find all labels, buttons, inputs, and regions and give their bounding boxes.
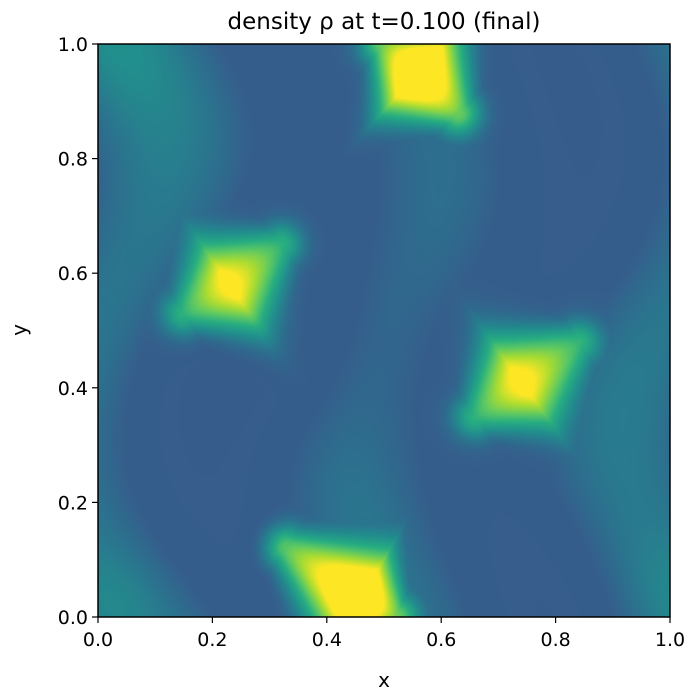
x-tick-label: 1.0: [655, 629, 685, 651]
x-axis: 0.0 0.2 0.4 0.6 0.8 1.0: [83, 617, 685, 651]
x-tick-label: 0.6: [426, 629, 456, 651]
x-tick-label: 0.4: [312, 629, 342, 651]
x-axis-label: x: [378, 668, 390, 692]
chart-title: density ρ at t=0.100 (final): [228, 9, 541, 35]
y-axis: 0.0 0.2 0.4 0.6 0.8 1.0: [58, 34, 98, 629]
y-axis-label: y: [7, 324, 31, 336]
y-tick-label: 0.2: [58, 492, 88, 514]
y-tick-label: 0.4: [58, 378, 88, 400]
x-tick-label: 0.0: [83, 629, 113, 651]
x-tick-label: 0.2: [197, 629, 227, 651]
y-tick-label: 0.6: [58, 263, 88, 285]
density-heatmap: [98, 44, 670, 617]
y-tick-label: 0.8: [58, 149, 88, 171]
plot-frame: [97, 43, 671, 618]
y-tick-label: 0.0: [58, 607, 88, 629]
y-tick-label: 1.0: [58, 34, 88, 56]
x-tick-label: 0.8: [540, 629, 570, 651]
heatmap-plot-area: [97, 43, 671, 618]
